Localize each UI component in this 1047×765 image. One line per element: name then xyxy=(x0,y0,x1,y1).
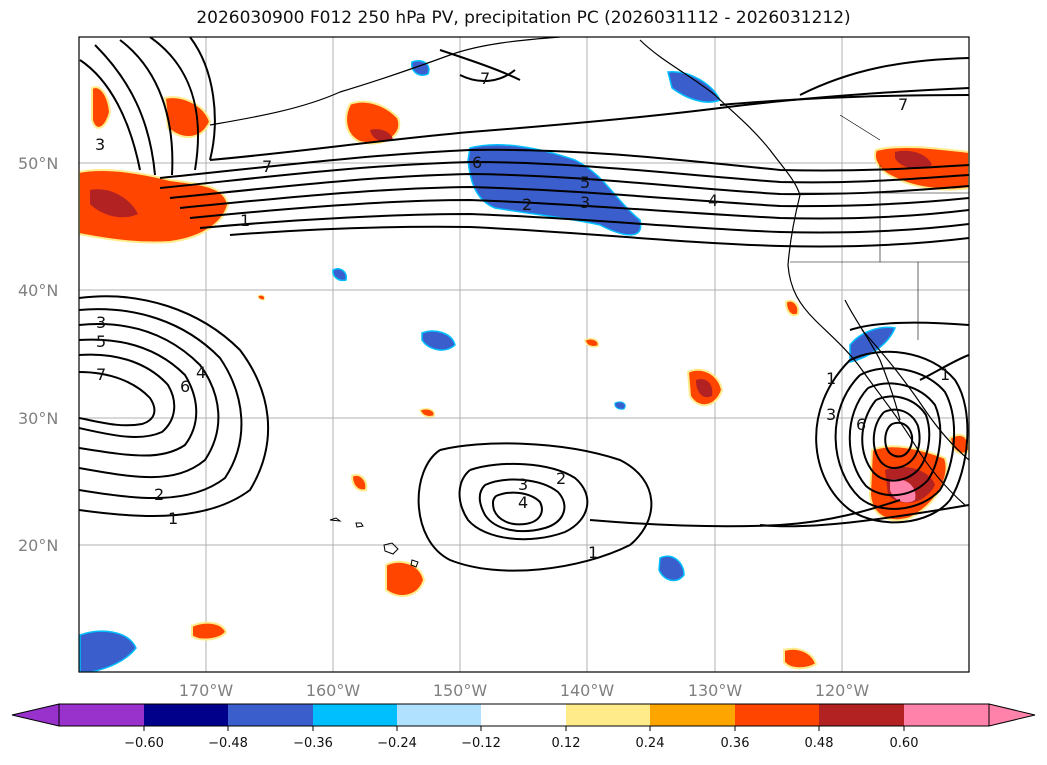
lat-label: 20°N xyxy=(18,536,58,555)
colorbar-bin xyxy=(904,704,989,726)
colorbar-bin xyxy=(144,704,228,726)
lat-label: 40°N xyxy=(18,281,58,300)
colorbar-tick-label: −0.12 xyxy=(461,736,501,751)
colorbar-min-extend xyxy=(11,703,60,727)
colorbar-tick-label: −0.36 xyxy=(293,736,333,751)
colorbar-bin xyxy=(313,704,397,726)
lon-label: 170°W xyxy=(179,681,234,700)
contour-label: 4 xyxy=(518,493,528,512)
pos-precip-small-8 xyxy=(784,299,800,317)
contour-label: 2 xyxy=(154,485,164,504)
colorbar-tick-label: 0.36 xyxy=(721,736,750,751)
colorbar-bin xyxy=(59,704,144,726)
contour-label: 6 xyxy=(472,153,482,172)
colorbar-bin xyxy=(566,704,650,726)
pos-precip-small-5 xyxy=(350,474,368,492)
pos-precip-west-core xyxy=(90,189,138,218)
pos-precip-small-6 xyxy=(191,621,228,641)
contour-label: 4 xyxy=(196,363,206,382)
map-frame xyxy=(78,36,970,673)
pos-precip-small-11 xyxy=(257,294,265,301)
latitude-labels: 50°N 40°N 30°N 20°N xyxy=(18,154,58,555)
pos-precip-west-band xyxy=(79,169,230,244)
contour-label: 2 xyxy=(522,195,532,214)
neg-precip-small-2 xyxy=(421,330,456,351)
contour-label: 5 xyxy=(580,173,590,192)
neg-precip-small-4 xyxy=(614,401,626,410)
contour-label: 3 xyxy=(518,475,528,494)
lon-label: 160°W xyxy=(306,681,361,700)
colorbar-tick-label: −0.48 xyxy=(208,736,248,751)
pos-precip-north-core xyxy=(370,129,393,142)
pos-precip-small-9 xyxy=(419,408,436,418)
colorbar-tick-label: 0.48 xyxy=(805,736,834,751)
contour-label: 7 xyxy=(262,157,272,176)
contour-label: 6 xyxy=(856,415,866,434)
bc-coast xyxy=(639,39,801,196)
lon-label: 150°W xyxy=(433,681,488,700)
colorbar-tick-label: 0.12 xyxy=(552,736,581,751)
contour-label: 7 xyxy=(898,95,908,114)
contour-label: 1 xyxy=(240,211,250,230)
contour-label: 6 xyxy=(180,377,190,396)
colorbar-frame xyxy=(58,703,990,727)
colorbar: −0.60 −0.48 −0.36 −0.24 −0.12 0.12 0.24 … xyxy=(11,703,1036,751)
pos-precip-small-10 xyxy=(584,338,600,348)
colorbar-bin xyxy=(397,704,481,726)
neg-precip-baja xyxy=(849,326,897,363)
neg-precip-small-3 xyxy=(658,555,685,582)
pos-precip-nw-strip xyxy=(91,86,112,129)
lon-label: 120°W xyxy=(815,681,870,700)
colorbar-tick-label: −0.24 xyxy=(377,736,417,751)
colorbar-bin xyxy=(481,704,566,726)
colorbar-bin xyxy=(228,704,313,726)
contour-label: 3 xyxy=(95,135,105,154)
colorbar-tick-label: 0.60 xyxy=(890,736,919,751)
lon-label: 140°W xyxy=(560,681,615,700)
colorbar-tick-label: −0.60 xyxy=(124,736,164,751)
colorbar-bin xyxy=(735,704,819,726)
contour-label: 1 xyxy=(588,543,598,562)
pos-precip-hawaii-south xyxy=(385,560,426,597)
colorbar-bin xyxy=(650,704,735,726)
map-plot-area[interactable]: 7 7 7 6 5 3 2 4 1 3 5 7 4 6 2 1 3 2 4 1 … xyxy=(79,37,969,672)
map-title: 2026030900 F012 250 hPa PV, precipitatio… xyxy=(196,8,851,28)
contour-label: 3 xyxy=(96,313,106,332)
lat-label: 50°N xyxy=(18,154,58,173)
contour-label: 3 xyxy=(580,193,590,212)
gulf-of-california xyxy=(861,329,969,461)
neg-precip-small-1 xyxy=(332,268,348,282)
contour-label: 1 xyxy=(826,369,836,388)
contour-label: 4 xyxy=(708,191,718,210)
longitude-labels: 170°W 160°W 150°W 140°W 130°W 120°W xyxy=(179,681,870,700)
contour-label: 2 xyxy=(556,469,566,488)
pos-precip-mexico-max xyxy=(890,479,916,503)
neg-precip-southwest xyxy=(79,630,137,672)
colorbar-max-extend xyxy=(988,703,1036,727)
contour-labels: 7 7 7 6 5 3 2 4 1 3 5 7 4 6 2 1 3 2 4 1 … xyxy=(95,69,950,562)
contour-label: 1 xyxy=(940,365,950,384)
pv-contours xyxy=(79,37,969,572)
coastlines xyxy=(209,37,969,506)
colorbar-ticks xyxy=(143,726,905,731)
alaska-coast xyxy=(209,37,561,126)
pos-precip-small-7 xyxy=(783,647,818,670)
contour-label: 3 xyxy=(826,405,836,424)
lat-label: 30°N xyxy=(18,409,58,428)
contour-label: 7 xyxy=(96,365,106,384)
lon-label: 130°W xyxy=(688,681,743,700)
contour-label: 5 xyxy=(96,332,106,351)
colorbar-bin xyxy=(819,704,904,726)
pos-precip-pnw-core xyxy=(895,150,932,169)
baja-peninsula xyxy=(844,299,901,421)
contour-label: 1 xyxy=(168,509,178,528)
hawaiian-islands xyxy=(329,517,419,568)
contour-label: 7 xyxy=(480,69,490,88)
colorbar-tick-label: 0.24 xyxy=(636,736,665,751)
pos-precip-central-core xyxy=(696,378,713,398)
